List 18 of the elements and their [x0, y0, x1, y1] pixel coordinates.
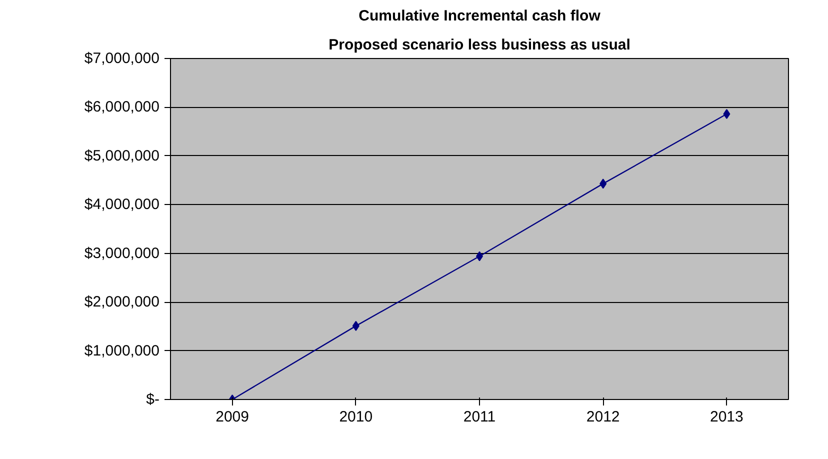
y-tick-label: $4,000,000	[84, 196, 160, 214]
y-tick-label: $-	[146, 391, 160, 408]
chart-subtitle: Proposed scenario less business as usual	[328, 36, 630, 54]
y-tick-label: $5,000,000	[84, 147, 160, 164]
x-tick-label: 2013	[710, 408, 744, 426]
y-tick-label: $7,000,000	[84, 50, 160, 67]
y-tick-label: $3,000,000	[84, 244, 160, 262]
x-tick-label: 2011	[463, 408, 496, 426]
y-tick-label: $1,000,000	[84, 342, 160, 360]
point	[600, 178, 607, 189]
y-tick-label: $6,000,000	[84, 98, 160, 116]
x-tick-label: 2012	[586, 408, 620, 426]
chart-title: Cumulative Incremental cash flow	[358, 8, 601, 24]
point	[723, 109, 730, 120]
point	[352, 320, 360, 331]
x-tick-label: 2010	[339, 408, 373, 426]
y-tick-label: $2,000,000	[84, 294, 160, 311]
x-tick-label: 2009	[216, 408, 249, 426]
